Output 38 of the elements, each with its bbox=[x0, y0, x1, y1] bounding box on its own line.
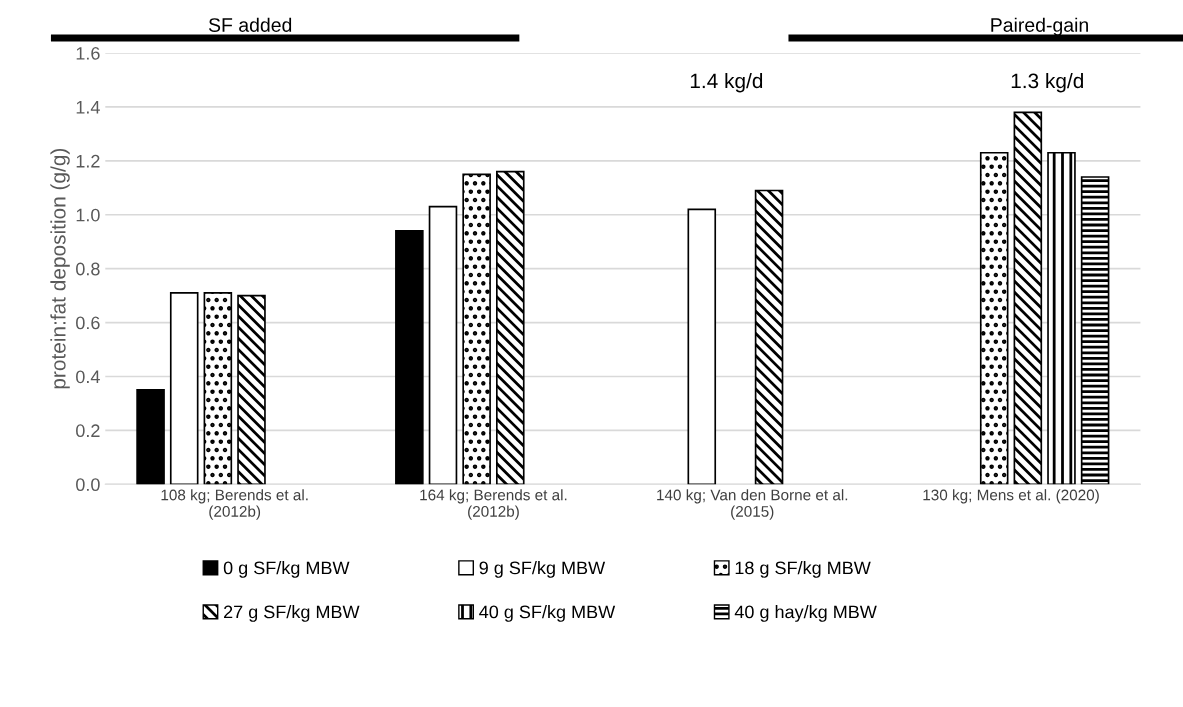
bar bbox=[687, 208, 717, 485]
legend-label: 40 g SF/kg MBW bbox=[479, 605, 616, 622]
bar bbox=[136, 389, 165, 485]
bar bbox=[169, 292, 199, 485]
legend-label: 18 g SF/kg MBW bbox=[735, 561, 871, 578]
legend-label: 40 g hay/kg MBW bbox=[734, 605, 877, 622]
x-tick-label: 164 kg; Berends et al. (2012b) bbox=[420, 489, 567, 520]
bar bbox=[428, 205, 458, 485]
y-axis-title: protein:fat deposition (g/g) bbox=[50, 148, 70, 389]
legend-label: 27 g SF/kg MBW bbox=[224, 605, 360, 622]
bar bbox=[754, 189, 784, 485]
x-tick-label: 130 kg; Mens et al. (2020) bbox=[923, 489, 1099, 504]
y-tick-label: 1.0 bbox=[76, 208, 100, 222]
y-tick-label: 0.6 bbox=[76, 316, 100, 330]
bar bbox=[395, 230, 424, 485]
legend-label: 9 g SF/kg MBW bbox=[479, 561, 606, 578]
legend-label: 0 g SF/kg MBW bbox=[223, 561, 350, 578]
y-tick-label: 1.2 bbox=[76, 154, 100, 168]
bar bbox=[237, 294, 266, 485]
y-tick-label: 0.2 bbox=[76, 424, 100, 438]
bar bbox=[1080, 176, 1110, 485]
x-tick-label: 108 kg; Berends et al. (2012b) bbox=[161, 489, 308, 520]
bar bbox=[495, 170, 525, 485]
y-tick-label: 0.4 bbox=[76, 370, 100, 384]
bar bbox=[1047, 151, 1076, 485]
bar bbox=[979, 151, 1009, 485]
bar bbox=[462, 173, 491, 485]
y-tick-label: 1.6 bbox=[76, 46, 100, 60]
text: Paired-gain bbox=[991, 17, 1088, 36]
y-tick-label: 1.4 bbox=[76, 101, 100, 114]
annotation: 1.4 kg/d bbox=[690, 72, 763, 93]
annotation: 1.3 kg/d bbox=[1011, 72, 1083, 93]
y-tick-label: 0.0 bbox=[76, 478, 100, 492]
x-tick-label: 140 kg; Van den Borne et al. (2015) bbox=[657, 489, 848, 520]
text: SF added bbox=[208, 17, 292, 32]
bar bbox=[203, 292, 233, 485]
bar bbox=[1013, 111, 1043, 485]
y-tick-label: 0.8 bbox=[76, 262, 100, 276]
